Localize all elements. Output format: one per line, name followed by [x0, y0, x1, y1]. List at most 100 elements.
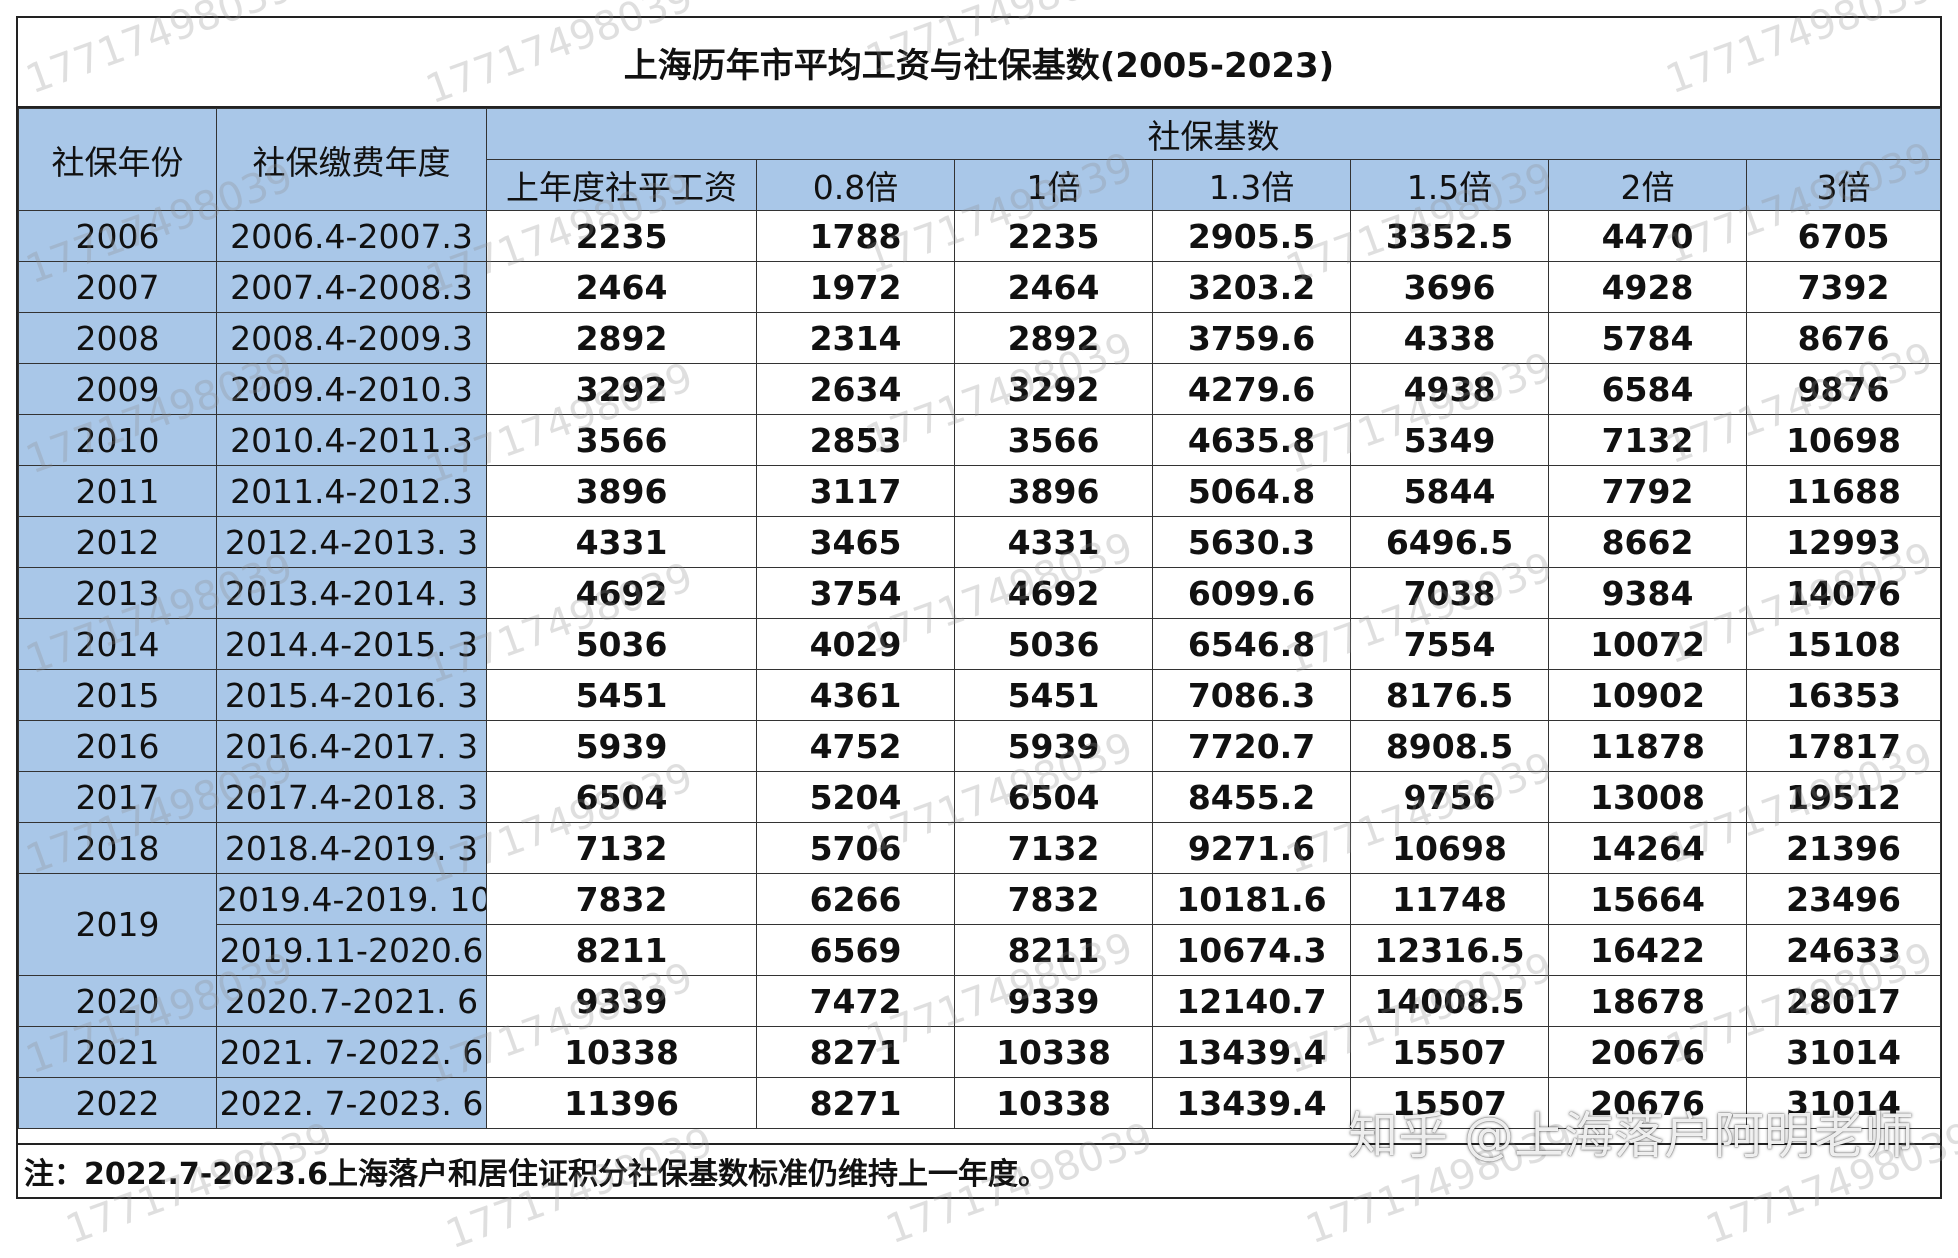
cell-x13: 4279.6 [1152, 363, 1351, 415]
cell-x2: 6584 [1548, 363, 1747, 415]
cell-period: 2010.4-2011.3 [216, 414, 487, 466]
header-period: 社保缴费年度 [216, 108, 487, 211]
cell-period: 2021. 7-2022. 6 [216, 1026, 487, 1078]
cell-x1: 5451 [954, 669, 1153, 721]
cell-x3: 21396 [1746, 822, 1941, 874]
cell-year: 2017 [18, 771, 217, 823]
cell-x2: 14264 [1548, 822, 1747, 874]
cell-x13: 5630.3 [1152, 516, 1351, 568]
header-row-top: 社保年份 社保缴费年度 社保基数 [18, 108, 1941, 211]
table-title: 上海历年市平均工资与社保基数(2005-2023) [18, 18, 1940, 108]
cell-x2: 5784 [1548, 312, 1747, 364]
cell-year: 2014 [18, 618, 217, 670]
header-3x: 3倍 [1746, 159, 1941, 211]
cell-x08: 4029 [756, 618, 955, 670]
cell-avg: 2235 [486, 210, 757, 262]
cell-x1: 4331 [954, 516, 1153, 568]
header-avg-wage: 上年度社平工资 [486, 159, 757, 211]
cell-year: 2020 [18, 975, 217, 1027]
cell-x3: 10698 [1746, 414, 1941, 466]
cell-x13: 7720.7 [1152, 720, 1351, 772]
cell-period: 2018.4-2019. 3 [216, 822, 487, 874]
cell-year: 2018 [18, 822, 217, 874]
cell-x15: 7038 [1350, 567, 1549, 619]
cell-x08: 8271 [756, 1026, 955, 1078]
data-table: 社保年份 社保缴费年度 社保基数 上年度社平工资 0.8倍 1倍 1.3倍 1.… [18, 108, 1941, 1129]
header-2x: 2倍 [1548, 159, 1747, 211]
cell-x08: 2853 [756, 414, 955, 466]
cell-x15: 8908.5 [1350, 720, 1549, 772]
cell-x1: 8211 [954, 924, 1153, 976]
cell-period: 2013.4-2014. 3 [216, 567, 487, 619]
cell-avg: 5451 [486, 669, 757, 721]
cell-x15: 5844 [1350, 465, 1549, 517]
cell-x3: 8676 [1746, 312, 1941, 364]
cell-x08: 5204 [756, 771, 955, 823]
cell-x3: 19512 [1746, 771, 1941, 823]
cell-year: 2015 [18, 669, 217, 721]
cell-x1: 2892 [954, 312, 1153, 364]
cell-x3: 31014 [1746, 1077, 1941, 1129]
cell-period: 2014.4-2015. 3 [216, 618, 487, 670]
cell-x15: 7554 [1350, 618, 1549, 670]
cell-avg: 5036 [486, 618, 757, 670]
table-row: 2012 2012.4-2013. 3 4331 3465 4331 5630.3 6496… [18, 516, 1941, 568]
cell-period: 2019.11-2020.6 [216, 924, 487, 976]
cell-period: 2020.7-2021. 6 [216, 975, 487, 1027]
table-row: 2006 2006.4-2007.3 2235 1788 2235 2905.5 3352.… [18, 210, 1941, 262]
cell-x13: 13439.4 [1152, 1077, 1351, 1129]
cell-x2: 10072 [1548, 618, 1747, 670]
cell-x3: 7392 [1746, 261, 1941, 313]
cell-x08: 2634 [756, 363, 955, 415]
header-row-sub: 上年度社平工资 0.8倍 1倍 1.3倍 1.5倍 2倍 3倍 [19, 159, 1941, 211]
cell-x08: 1972 [756, 261, 955, 313]
cell-x08: 5706 [756, 822, 955, 874]
cell-x2: 4470 [1548, 210, 1747, 262]
header-0.8x: 0.8倍 [756, 159, 955, 211]
cell-x13: 9271.6 [1152, 822, 1351, 874]
cell-avg: 3896 [486, 465, 757, 517]
cell-x1: 6504 [954, 771, 1153, 823]
cell-x3: 6705 [1746, 210, 1941, 262]
cell-x3: 24633 [1746, 924, 1941, 976]
cell-avg: 7132 [486, 822, 757, 874]
cell-x2: 16422 [1548, 924, 1747, 976]
cell-year: 2019 [18, 873, 217, 976]
cell-x1: 9339 [954, 975, 1153, 1027]
cell-x08: 4361 [756, 669, 955, 721]
salary-base-table-sheet: 上海历年市平均工资与社保基数(2005-2023) 社保年份 社保缴费年度 社保… [16, 16, 1942, 1199]
cell-avg: 10338 [486, 1026, 757, 1078]
cell-year: 2013 [18, 567, 217, 619]
footnote: 注：2022.7-2023.6上海落户和居住证积分社保基数标准仍维持上一年度。 [18, 1143, 1940, 1197]
cell-x1: 3566 [954, 414, 1153, 466]
cell-x13: 4635.8 [1152, 414, 1351, 466]
cell-year: 2011 [18, 465, 217, 517]
cell-x2: 11878 [1548, 720, 1747, 772]
cell-avg: 3566 [486, 414, 757, 466]
cell-x1: 7132 [954, 822, 1153, 874]
cell-x3: 16353 [1746, 669, 1941, 721]
cell-avg: 4692 [486, 567, 757, 619]
cell-year: 2009 [18, 363, 217, 415]
cell-year: 2016 [18, 720, 217, 772]
cell-period: 2012.4-2013. 3 [216, 516, 487, 568]
cell-x1: 10338 [954, 1077, 1153, 1129]
cell-x1: 4692 [954, 567, 1153, 619]
cell-x15: 12316.5 [1350, 924, 1549, 976]
cell-x08: 2314 [756, 312, 955, 364]
cell-period: 2022. 7-2023. 6 [216, 1077, 487, 1129]
table-row: 2016 2016.4-2017. 3 5939 4752 5939 7720.7 8908… [18, 720, 1941, 772]
cell-year: 2021 [18, 1026, 217, 1078]
cell-x3: 9876 [1746, 363, 1941, 415]
cell-period: 2011.4-2012.3 [216, 465, 487, 517]
cell-x15: 15507 [1350, 1077, 1549, 1129]
cell-period: 2015.4-2016. 3 [216, 669, 487, 721]
cell-year: 2008 [18, 312, 217, 364]
cell-x1: 3896 [954, 465, 1153, 517]
cell-year: 2022 [18, 1077, 217, 1129]
cell-x15: 4338 [1350, 312, 1549, 364]
cell-x15: 3352.5 [1350, 210, 1549, 262]
cell-x13: 7086.3 [1152, 669, 1351, 721]
cell-x2: 18678 [1548, 975, 1747, 1027]
table-row: 2007 2007.4-2008.3 2464 1972 2464 3203.2 3696 4… [18, 261, 1941, 313]
